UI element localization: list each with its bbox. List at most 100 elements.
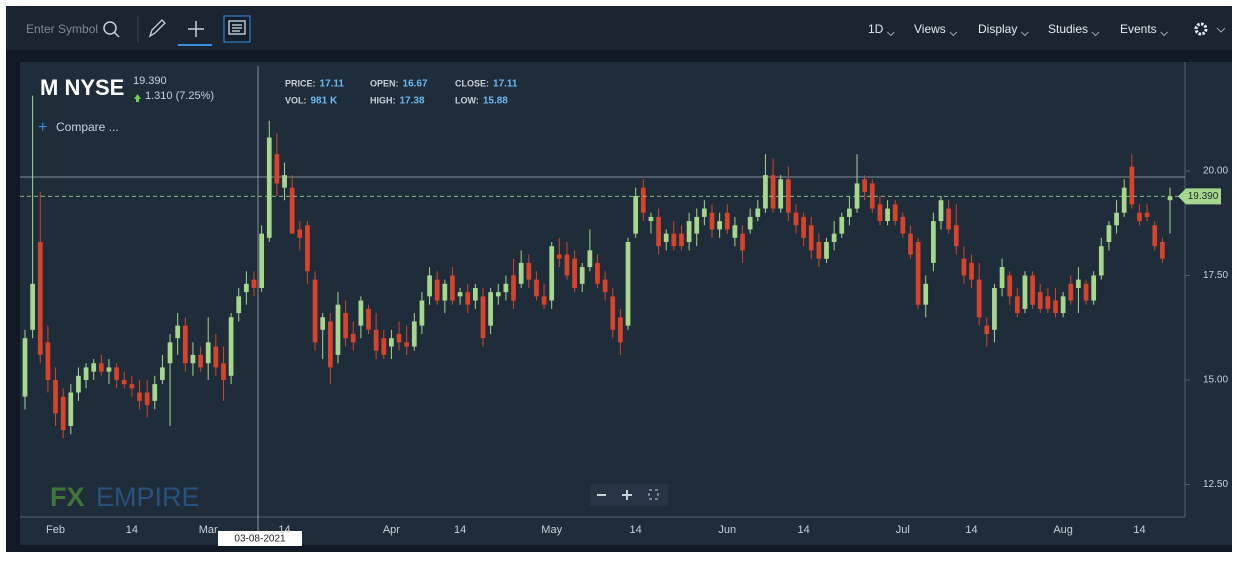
candle-body — [1060, 296, 1066, 314]
x-tick-label: May — [541, 524, 562, 536]
draw-tool[interactable] — [148, 19, 166, 38]
candle-body — [465, 292, 471, 305]
candle-body — [152, 384, 158, 401]
candle-body — [335, 304, 341, 355]
candle-body — [91, 363, 97, 372]
candle-body — [419, 300, 425, 326]
candle-body — [114, 367, 119, 380]
candle-body — [717, 221, 722, 230]
y-tick-label: 15.00 — [1203, 375, 1228, 386]
candle-body — [228, 317, 234, 376]
candle-body — [824, 242, 829, 259]
search-placeholder[interactable]: Enter Symbol — [26, 22, 98, 36]
search-icon[interactable] — [103, 21, 120, 38]
menu-item[interactable]: 1D — [868, 22, 884, 36]
candle-body — [579, 267, 585, 284]
menu-item[interactable]: Events — [1120, 22, 1157, 36]
menu-item[interactable]: Studies — [1048, 22, 1088, 36]
info-label: LOW: — [455, 95, 479, 105]
candle-body — [770, 175, 776, 209]
candle-body — [457, 292, 463, 297]
last-price: 19.390 — [133, 75, 167, 87]
menu-chevron — [949, 31, 958, 37]
candle-body — [900, 216, 906, 234]
menu-item[interactable]: Views — [914, 22, 946, 36]
candle-body — [297, 229, 303, 238]
candle-body — [205, 342, 211, 364]
info-label: PRICE: — [285, 78, 316, 88]
candle-body — [381, 338, 387, 355]
candle-body — [98, 363, 104, 372]
candle-body — [495, 292, 501, 297]
candle-body — [946, 208, 951, 230]
menu-chevron — [1091, 31, 1100, 37]
menu: 1D Views Display Studies Events — [868, 22, 1169, 37]
candle-body — [190, 354, 196, 364]
candle-body — [587, 250, 593, 268]
candle-body — [251, 279, 257, 288]
candle-body — [396, 333, 402, 343]
candle-body — [549, 246, 555, 301]
info-label: CLOSE: — [455, 78, 489, 88]
candle-body — [1114, 212, 1119, 226]
candle-body — [908, 233, 913, 255]
candle-body — [68, 392, 74, 426]
candle-body — [847, 208, 852, 217]
candle-body — [22, 338, 28, 397]
x-tick-label: 14 — [278, 524, 290, 536]
candle-body — [732, 225, 738, 238]
menu-item[interactable]: Display — [978, 22, 1017, 36]
candle-body — [389, 338, 394, 347]
candle-body — [1045, 296, 1051, 309]
candle-body — [305, 225, 310, 272]
candle-body — [350, 333, 356, 343]
candle-body — [541, 296, 547, 305]
candle-body — [45, 342, 51, 380]
x-tick-label: Apr — [383, 524, 400, 536]
candle-body — [106, 367, 112, 372]
candle-body — [595, 262, 600, 284]
y-tick-label: 20.00 — [1203, 166, 1228, 177]
up-arrow — [134, 94, 141, 102]
candle-body — [923, 283, 929, 305]
compare-link[interactable]: Compare ... — [56, 120, 119, 134]
candle-body — [793, 212, 799, 226]
crosshair-date-box — [218, 531, 302, 546]
candle-body — [480, 296, 486, 339]
menu-chevron — [886, 31, 895, 37]
candle-body — [702, 208, 707, 217]
last-price-label: 19.390 — [1188, 191, 1219, 202]
toolbar — [6, 6, 1232, 50]
candle-body — [1037, 292, 1043, 309]
candle-body — [434, 279, 440, 301]
settings-icon[interactable] — [1194, 22, 1226, 36]
candle-body — [740, 233, 745, 251]
notes-tool[interactable] — [223, 15, 251, 43]
candle-body — [1167, 196, 1173, 201]
crosshair-tool[interactable] — [188, 21, 204, 37]
search-box[interactable] — [18, 16, 128, 44]
watermark-empire: EMPIRE — [96, 482, 200, 512]
candle-body — [831, 233, 837, 243]
info-label: OPEN: — [370, 78, 399, 88]
candle-body — [343, 313, 348, 339]
candle-body — [892, 204, 898, 222]
candle-body — [816, 242, 822, 259]
candle-body — [167, 342, 173, 364]
compare-plus[interactable]: + — [38, 119, 47, 136]
candle-body — [282, 175, 287, 188]
zoom-controls[interactable] — [590, 484, 668, 506]
watermark-fx: FX — [50, 482, 85, 512]
candle-body — [121, 379, 127, 385]
x-tick-label: Aug — [1053, 524, 1073, 536]
candle-body — [801, 216, 806, 238]
candle-body — [503, 283, 509, 293]
candle-body — [427, 275, 432, 297]
candle-body — [556, 254, 562, 259]
candle-body — [640, 187, 646, 213]
candle-body — [969, 262, 974, 280]
candle-body — [244, 283, 249, 293]
candle-body — [160, 367, 165, 380]
last-price-tag — [1178, 188, 1221, 205]
